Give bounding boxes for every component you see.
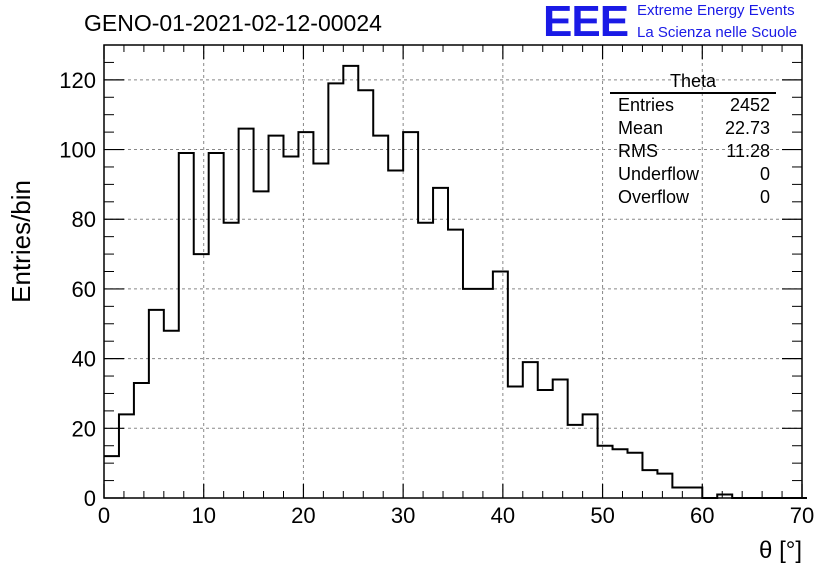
stats-label: Underflow — [618, 164, 700, 184]
stats-label: Overflow — [618, 187, 690, 207]
stats-row-overflow: Overflow 0 — [612, 186, 776, 209]
stats-box: Theta Entries 2452 Mean 22.73 RMS 11.28 … — [610, 70, 776, 209]
stats-value: 0 — [759, 164, 770, 184]
stats-value: 0 — [759, 187, 770, 207]
stats-label: Entries — [618, 95, 675, 115]
stats-value: 11.28 — [726, 141, 770, 161]
y-tick-labels: 0 20 40 60 80 100 120 — [59, 68, 96, 511]
x-tick-label: 50 — [590, 503, 614, 528]
x-tick-label: 40 — [491, 503, 515, 528]
stats-title: Theta — [610, 70, 776, 94]
logo-subtitle-1: Extreme Energy Events — [637, 2, 795, 19]
stats-value: 22.73 — [724, 118, 770, 138]
y-axis-label: Entries/bin — [6, 180, 36, 303]
y-tick-label: 120 — [59, 68, 96, 93]
y-tick-label: 60 — [72, 277, 96, 302]
x-axis-label: θ [°] — [759, 537, 802, 564]
stats-row-underflow: Underflow 0 — [612, 163, 776, 186]
y-tick-label: 100 — [59, 138, 96, 163]
logo-subtitle-2: La Scienza nelle Scuole — [637, 24, 798, 41]
stats-label: RMS — [618, 141, 658, 161]
x-tick-label: 60 — [690, 503, 714, 528]
stats-row-entries: Entries 2452 — [612, 94, 776, 117]
stats-label: Mean — [618, 118, 664, 138]
x-tick-label: 30 — [391, 503, 415, 528]
y-tick-label: 20 — [72, 416, 96, 441]
stats-row-rms: RMS 11.28 — [612, 140, 776, 163]
y-tick-label: 0 — [84, 486, 96, 511]
eee-logo: EEE — [543, 0, 629, 46]
x-tick-label: 20 — [291, 503, 315, 528]
stats-value: 2452 — [729, 95, 770, 115]
y-tick-label: 80 — [72, 207, 96, 232]
x-tick-labels: 0 10 20 30 40 50 60 70 — [98, 503, 814, 528]
y-tick-label: 40 — [72, 347, 96, 372]
run-title: GENO-01-2021-02-12-00024 — [84, 10, 382, 36]
x-tick-label: 70 — [790, 503, 814, 528]
histogram-outline — [104, 64, 807, 499]
grid-lines — [104, 45, 802, 498]
stats-row-mean: Mean 22.73 — [612, 117, 776, 140]
x-tick-label: 0 — [98, 503, 110, 528]
plot-frame — [103, 44, 803, 499]
x-tick-label: 10 — [191, 503, 215, 528]
